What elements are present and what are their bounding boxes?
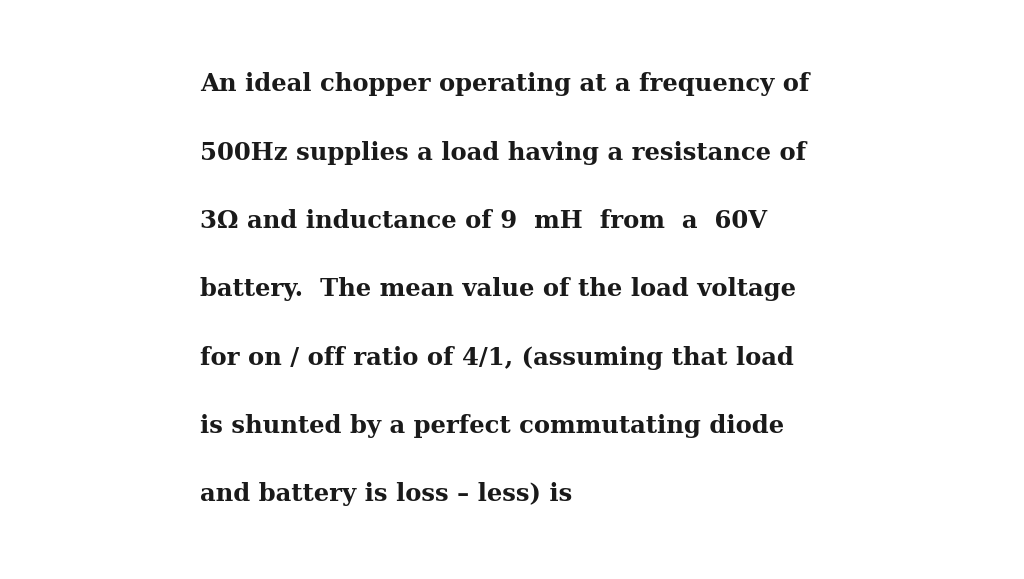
Text: is shunted by a perfect commutating diode: is shunted by a perfect commutating diod… [200,414,783,438]
Text: battery.  The mean value of the load voltage: battery. The mean value of the load volt… [200,277,796,301]
Text: An ideal chopper operating at a frequency of: An ideal chopper operating at a frequenc… [200,72,809,96]
Text: 3Ω and inductance of 9  mH  from  a  60V: 3Ω and inductance of 9 mH from a 60V [200,209,767,233]
Text: and battery is loss – less) is: and battery is loss – less) is [200,482,572,506]
Text: for on / off ratio of 4/1, (assuming that load: for on / off ratio of 4/1, (assuming tha… [200,346,794,369]
Text: 500Hz supplies a load having a resistance of: 500Hz supplies a load having a resistanc… [200,141,806,164]
